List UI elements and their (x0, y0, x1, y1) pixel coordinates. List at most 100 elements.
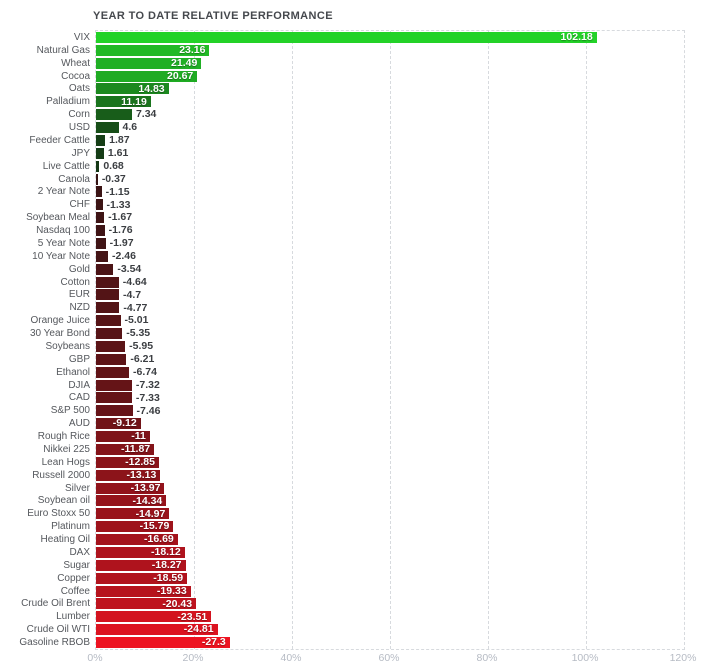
bar-row: -1.67 (96, 211, 684, 224)
bar-row: -9.12 (96, 417, 684, 430)
bar-row: -1.76 (96, 224, 684, 237)
bar-value: 1.61 (107, 147, 129, 160)
category-label: Platinum (51, 521, 90, 533)
bar-value: -18.59 (153, 571, 184, 584)
category-label: DAX (69, 546, 90, 558)
category-label: Corn (68, 109, 90, 121)
bar-row: -1.97 (96, 237, 684, 250)
bar-row: -23.51 (96, 610, 684, 623)
category-label: 10 Year Note (32, 250, 90, 262)
grid-line (292, 31, 293, 649)
bar-value: 4.6 (122, 121, 138, 134)
category-label: VIX (73, 31, 90, 43)
bar-row: -1.15 (96, 186, 684, 199)
bar (96, 186, 102, 198)
bar-value: -12.85 (125, 456, 155, 469)
category-label: Soybeans (45, 340, 90, 352)
bar: 11.19 (96, 96, 151, 108)
x-tick-label: 20% (182, 652, 204, 664)
bar-row: -16.69 (96, 533, 684, 546)
bar: -12.85 (96, 456, 159, 469)
category-label: Gasoline RBOB (19, 637, 90, 649)
bar-row: -18.59 (96, 572, 684, 585)
x-tick-label: 80% (476, 652, 498, 664)
bar-value: 7.34 (135, 108, 157, 121)
bar-row: -11.87 (96, 443, 684, 456)
bar (96, 173, 98, 185)
bar (96, 263, 114, 275)
bar: -16.69 (96, 534, 178, 546)
category-label: 5 Year Note (37, 237, 90, 249)
bar-value: -4.64 (122, 275, 147, 288)
category-label: Nasdaq 100 (36, 225, 90, 237)
bar (96, 328, 123, 340)
bar: -11 (96, 431, 150, 443)
bar-row: -18.12 (96, 546, 684, 559)
bar (96, 315, 121, 327)
category-label: Soybean Meal (26, 212, 90, 224)
bar: -18.27 (96, 559, 186, 571)
bar (96, 160, 100, 172)
bar (96, 340, 126, 352)
bar-value: -7.32 (135, 378, 160, 391)
bar-value: -1.33 (106, 198, 131, 211)
bar (96, 366, 130, 378)
bar: -24.81 (96, 624, 218, 636)
bar-row: -15.79 (96, 520, 684, 533)
bar: -14.34 (96, 495, 167, 507)
category-label: Wheat (61, 57, 90, 69)
bar-row: -1.33 (96, 198, 684, 211)
bar-value: -1.67 (108, 211, 133, 224)
bar-value: 1.87 (109, 134, 130, 147)
bar: -23.51 (96, 611, 212, 623)
bar-value: -1.15 (105, 185, 130, 198)
category-label: Ethanol (56, 366, 90, 378)
bar-row: 1.87 (96, 134, 684, 147)
bar: -9.12 (96, 418, 141, 430)
bar-row: -3.54 (96, 263, 684, 276)
category-label: DJIA (68, 379, 90, 391)
category-label: Rough Rice (37, 431, 90, 443)
bar-row: -4.77 (96, 301, 684, 314)
bar (96, 122, 119, 134)
bar: -13.97 (96, 482, 165, 494)
bar-row: -4.7 (96, 289, 684, 302)
bar-value: -11.87 (120, 443, 151, 456)
category-label: Heating Oil (40, 534, 90, 546)
category-label: USD (68, 122, 90, 134)
bar-row: -27.3 (96, 636, 684, 649)
bar-value: -27.3 (201, 636, 226, 649)
bar-value: -18.12 (151, 546, 181, 559)
bar: -20.43 (96, 598, 197, 610)
bar: -18.12 (96, 546, 185, 559)
bar-value: 102.18 (560, 31, 593, 44)
category-label: Coffee (60, 585, 90, 597)
category-label: Oats (68, 83, 90, 95)
bar: -14.97 (96, 508, 170, 520)
bar: 21.49 (96, 57, 202, 69)
category-label: Crude Oil Brent (21, 598, 90, 610)
chart-title: YEAR TO DATE RELATIVE PERFORMANCE (93, 10, 333, 22)
bar-value: 14.83 (138, 82, 165, 95)
bar (96, 353, 127, 365)
bar-row: -7.32 (96, 379, 684, 392)
bar-row: -5.35 (96, 327, 684, 340)
category-label: Nikkei 225 (43, 443, 90, 455)
bar-row: -11 (96, 430, 684, 443)
bar: -15.79 (96, 521, 174, 533)
category-label: Cotton (60, 276, 90, 288)
bar-value: -4.77 (123, 301, 148, 314)
category-label: Natural Gas (36, 44, 90, 56)
bar-row: -13.13 (96, 469, 684, 482)
category-label: 2 Year Note (37, 186, 90, 198)
category-label: Russell 2000 (32, 469, 90, 481)
x-tick-label: 100% (571, 652, 599, 664)
bar-row: 7.34 (96, 108, 684, 121)
bar-value: -5.01 (124, 314, 149, 327)
bar-value: -1.76 (108, 224, 133, 237)
bar-row: -5.95 (96, 340, 684, 353)
bar: -18.59 (96, 571, 188, 584)
bar: -11.87 (96, 443, 155, 456)
category-label: NZD (69, 302, 90, 314)
